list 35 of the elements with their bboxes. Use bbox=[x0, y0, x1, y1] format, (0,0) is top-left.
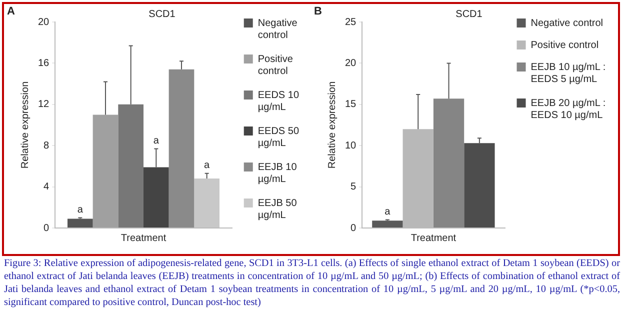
legend-label: Positive control bbox=[530, 40, 599, 51]
y-axis-title: Relative expression bbox=[20, 81, 31, 169]
annotation: a bbox=[204, 160, 210, 172]
legend-label: EEJB 10 µg/mL bbox=[258, 162, 298, 185]
text: A bbox=[7, 6, 15, 18]
legend-label: EEDS 50 µg/mL bbox=[258, 126, 300, 149]
y-tick-label: 0 bbox=[350, 222, 357, 234]
legend-label: Negative control bbox=[258, 18, 298, 41]
y-tick-label: 8 bbox=[44, 140, 50, 152]
y-tick-label: 25 bbox=[345, 16, 357, 28]
annotation: a bbox=[77, 204, 84, 216]
y-tick-label: 0 bbox=[44, 222, 50, 234]
y-tick-label: 15 bbox=[345, 99, 357, 110]
legend-label: EEJB 20 µg/mL : EEDS 10 µg/mL bbox=[530, 98, 606, 121]
caption: Figure 3: Relative expression of adipogenesis-related gene, SCD1 in 3T3-L1 cells. (a) Effects of single ethanol extract of Detam 1 soybean (EEDS) or ethanol extract of Jati belanda leaves (EEJB) treatments in concentration of 10 µg/mL and 50 µg/mL; (b) Effects of combination of ethanol extract of Jati belanda leaves and ethanol extract of Detam 1 soybean treatments in concentration of 10 µg/mL, 5 µg/mL and 20 µg/mL, 10 µg/mL (*p<0.05, significant compared to positive control, Duncan post-hoc test) bbox=[4, 257, 620, 309]
y-tick-label: 12 bbox=[38, 99, 50, 110]
chart-title: SCD1 bbox=[456, 8, 483, 20]
y-axis-title: Relative expression bbox=[326, 81, 338, 169]
y-tick-label: 20 bbox=[38, 16, 50, 28]
x-axis-title: Treatment bbox=[410, 232, 456, 244]
chart-title: SCD1 bbox=[148, 8, 176, 20]
y-tick-label: 10 bbox=[345, 140, 357, 152]
y-tick-label: 16 bbox=[38, 58, 50, 69]
legend-label: Positive control bbox=[258, 54, 294, 77]
legend-label: EEJB 50 µg/mL bbox=[258, 198, 298, 221]
annotation: a bbox=[384, 206, 391, 218]
x-axis-title: Treatment bbox=[120, 232, 166, 244]
annotation: a bbox=[153, 135, 160, 146]
y-tick-label: 20 bbox=[345, 58, 357, 69]
legend-label: EEJB 10 µg/mL : EEDS 5 µg/mL bbox=[530, 62, 606, 85]
text: B bbox=[314, 6, 322, 18]
legend-label: Negative control bbox=[530, 18, 604, 29]
y-tick-label: 4 bbox=[44, 182, 50, 193]
legend-label: EEDS 10 µg/mL bbox=[258, 90, 300, 113]
y-tick-label: 5 bbox=[350, 182, 357, 193]
